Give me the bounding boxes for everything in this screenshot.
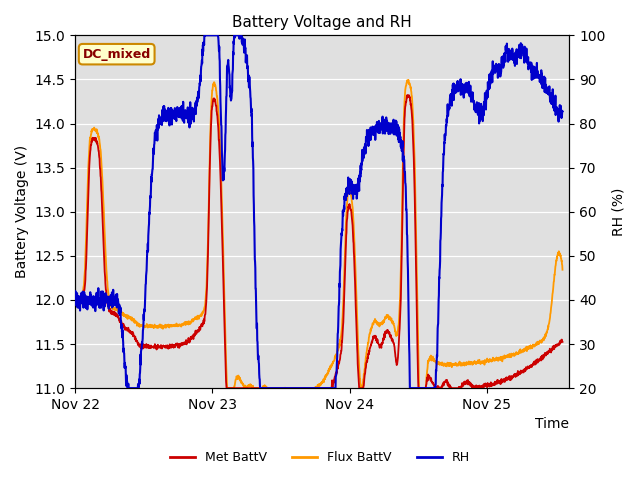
Met BattV xyxy=(308,385,316,391)
Title: Battery Voltage and RH: Battery Voltage and RH xyxy=(232,15,412,30)
RH xyxy=(545,92,552,97)
RH xyxy=(124,385,131,391)
Met BattV xyxy=(96,166,104,171)
RH xyxy=(559,108,566,114)
Flux BattV xyxy=(456,360,463,366)
RH xyxy=(296,385,303,391)
Flux BattV xyxy=(545,321,553,327)
Met BattV xyxy=(223,385,230,391)
Met BattV xyxy=(545,349,552,355)
RH xyxy=(308,385,316,391)
Legend: Met BattV, Flux BattV, RH: Met BattV, Flux BattV, RH xyxy=(165,446,475,469)
Met BattV xyxy=(404,92,412,98)
RH xyxy=(71,294,79,300)
Line: Flux BattV: Flux BattV xyxy=(75,80,563,388)
Y-axis label: Battery Voltage (V): Battery Voltage (V) xyxy=(15,145,29,278)
Flux BattV xyxy=(308,385,316,391)
Met BattV xyxy=(559,339,566,345)
Flux BattV xyxy=(223,385,231,391)
Met BattV xyxy=(545,349,553,355)
Flux BattV xyxy=(545,322,552,328)
RH xyxy=(96,303,104,309)
Flux BattV xyxy=(96,143,104,148)
Flux BattV xyxy=(559,267,566,273)
Flux BattV xyxy=(296,385,303,391)
Met BattV xyxy=(296,385,303,391)
X-axis label: Time: Time xyxy=(535,418,570,432)
Met BattV xyxy=(71,295,79,301)
RH xyxy=(456,86,463,92)
RH xyxy=(545,88,553,94)
Met BattV xyxy=(456,385,463,391)
Flux BattV xyxy=(404,77,412,83)
Flux BattV xyxy=(71,299,79,304)
RH xyxy=(200,33,208,38)
Line: RH: RH xyxy=(75,36,563,388)
Y-axis label: RH (%): RH (%) xyxy=(611,188,625,236)
Line: Met BattV: Met BattV xyxy=(75,95,563,388)
Text: DC_mixed: DC_mixed xyxy=(83,48,151,60)
